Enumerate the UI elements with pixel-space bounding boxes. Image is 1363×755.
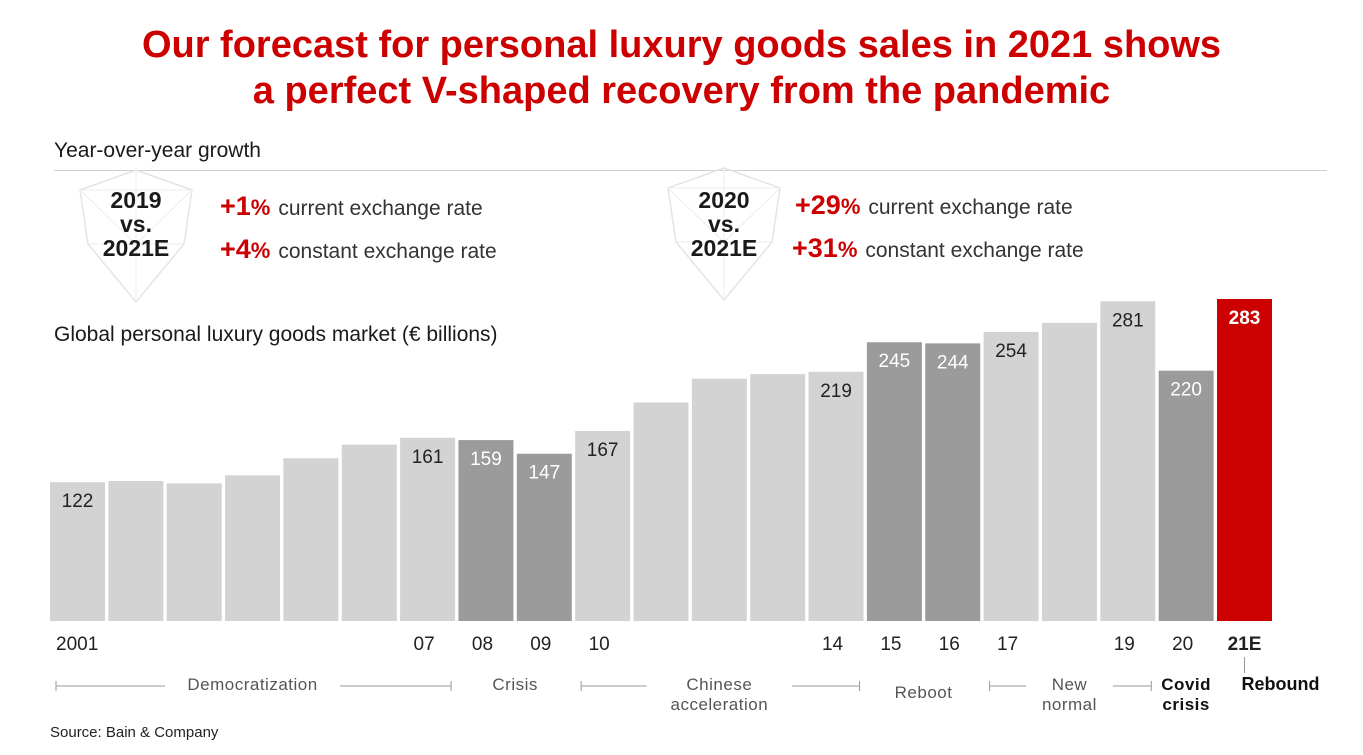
data-label: 161 [412, 447, 444, 468]
data-label: 220 [1170, 380, 1202, 401]
data-label: 122 [62, 491, 94, 512]
comparison-vs: vs. [120, 211, 152, 237]
data-label: 167 [587, 440, 619, 461]
comparison-year-a: 2020 [698, 187, 750, 213]
phase-label: crisis [1162, 695, 1209, 714]
growth-value: +31% [792, 233, 858, 263]
data-label: 281 [1112, 310, 1144, 331]
comparison-2019-label: 2019 vs. 2021E [82, 188, 190, 260]
bar-09 [516, 453, 572, 621]
phase-label: Crisis [492, 675, 538, 694]
bar-10 [575, 430, 631, 621]
bar-15 [866, 342, 922, 621]
growth-stat: +4% constant exchange rate [220, 234, 497, 265]
growth-value: +1% [220, 191, 271, 221]
bar-2002 [108, 481, 164, 621]
x-tick-label: 20 [1172, 634, 1193, 655]
source-note: Source: Bain & Company [50, 724, 219, 741]
phase-label: Chinese [686, 675, 752, 694]
comparison-vs: vs. [708, 211, 740, 237]
data-label: 147 [528, 463, 560, 484]
title-line-2: a perfect V-shaped recovery from the pan… [252, 70, 1111, 112]
phase-label: Reboot [895, 683, 953, 702]
bar-21E [1217, 299, 1272, 621]
growth-basis: constant exchange rate [865, 239, 1084, 262]
comparison-year-b: 2021E [102, 235, 170, 261]
diamond-crest-icon [667, 167, 781, 302]
phase-label: normal [1042, 695, 1097, 714]
bar-2004 [225, 475, 281, 621]
x-tick-label: 21E [1228, 634, 1262, 655]
x-tick-label: 2001 [56, 634, 98, 655]
growth-basis: constant exchange rate [278, 240, 497, 263]
phase-label: Rebound [1242, 674, 1320, 694]
phase-label: Democratization [187, 675, 317, 694]
title-line-1: Our forecast for personal luxury goods s… [141, 24, 1222, 66]
x-tick-label: 19 [1114, 634, 1135, 655]
data-label: 219 [820, 381, 852, 402]
comparison-year-a: 2019 [110, 187, 162, 213]
comparison-2020-label: 2020 vs. 2021E [670, 188, 778, 260]
bar-08 [458, 440, 514, 621]
x-tick-label: 17 [997, 634, 1018, 655]
growth-value: +4% [220, 234, 271, 264]
phase-label: Covid [1161, 675, 1211, 694]
data-label: 244 [937, 352, 969, 373]
data-label: 254 [995, 341, 1027, 362]
bar-2012 [691, 378, 747, 621]
x-tick-label: 10 [589, 634, 610, 655]
data-label: 283 [1229, 308, 1261, 329]
growth-basis: current exchange rate [868, 196, 1073, 219]
comparison-year-b: 2021E [690, 235, 758, 261]
bar-2001 [50, 482, 105, 621]
yoy-growth-label: Year-over-year growth [54, 139, 261, 162]
growth-stat: +31% constant exchange rate [792, 233, 1084, 264]
bar-2018 [1041, 322, 1097, 621]
x-tick-label: 08 [472, 634, 493, 655]
x-tick-label: 07 [414, 634, 435, 655]
phase-label: New [1052, 675, 1088, 694]
x-tick-label: 16 [939, 634, 960, 655]
x-tick-label: 14 [822, 634, 844, 655]
bar-2006 [341, 444, 397, 621]
bar-16 [925, 343, 981, 621]
bar-17 [983, 331, 1039, 621]
growth-value: +29% [795, 190, 861, 220]
bar-2011 [633, 402, 689, 621]
chart-title: Our forecast for personal luxury goods s… [0, 22, 1363, 114]
x-tick-label: 09 [530, 634, 551, 655]
data-label: 159 [470, 449, 502, 470]
bar-2013 [750, 374, 806, 621]
bar-20 [1158, 370, 1214, 621]
bar-07 [400, 437, 456, 621]
phase-label: acceleration [671, 695, 769, 714]
diamond-crest-icon [79, 169, 193, 304]
bar-2003 [166, 483, 222, 621]
x-tick-label: 15 [880, 634, 901, 655]
data-label: 245 [879, 351, 911, 372]
bar-14 [808, 371, 864, 621]
growth-basis: current exchange rate [278, 197, 483, 220]
section-divider [54, 170, 1327, 171]
bar-2005 [283, 458, 339, 621]
market-chart-label: Global personal luxury goods market (€ b… [54, 323, 498, 346]
growth-stat: +29% current exchange rate [795, 190, 1073, 221]
bar-19 [1100, 301, 1156, 621]
growth-stat: +1% current exchange rate [220, 191, 483, 222]
